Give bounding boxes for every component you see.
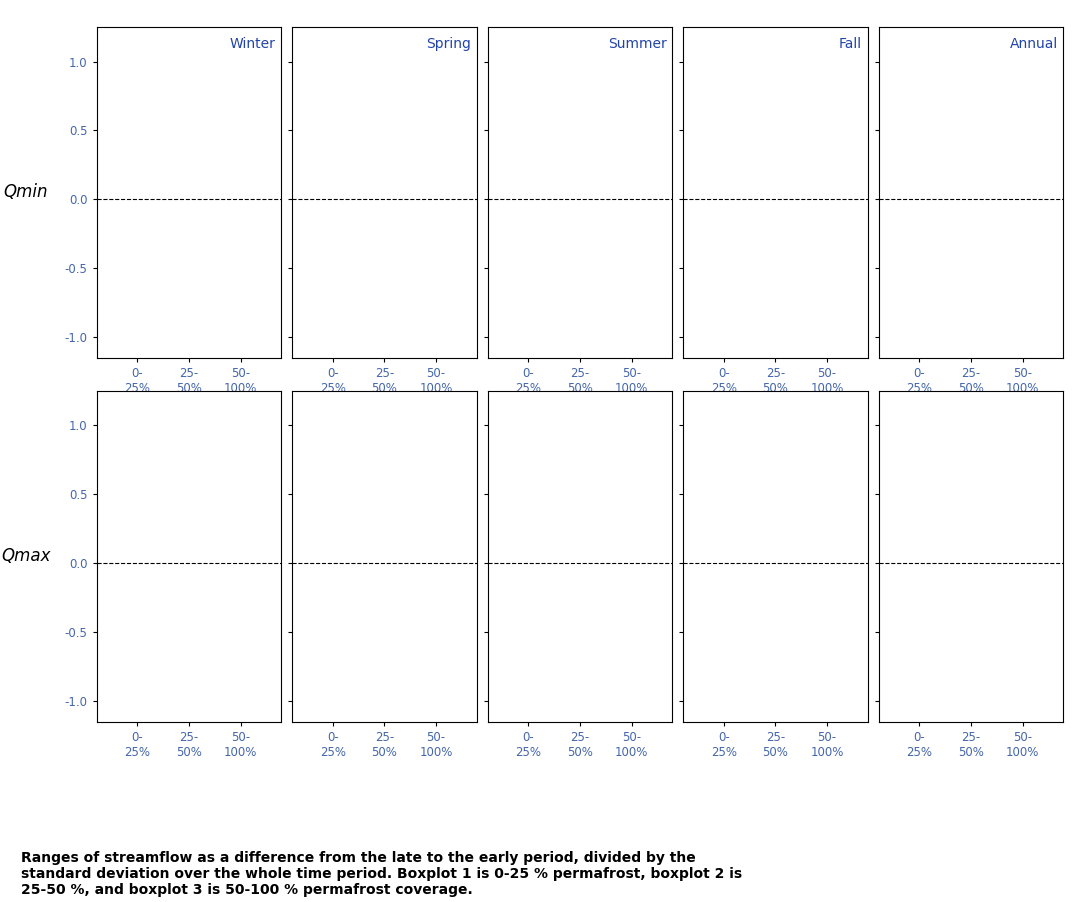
Text: Fall: Fall [839,37,862,51]
Text: Winter: Winter [230,37,276,51]
Text: Annual: Annual [1010,37,1058,51]
Text: Spring: Spring [426,37,471,51]
Y-axis label: Qmin: Qmin [3,183,48,201]
Y-axis label: Qmax: Qmax [1,548,50,566]
Text: Summer: Summer [608,37,667,51]
Text: Ranges of streamflow as a difference from the late to the early period, divided : Ranges of streamflow as a difference fro… [21,851,742,897]
